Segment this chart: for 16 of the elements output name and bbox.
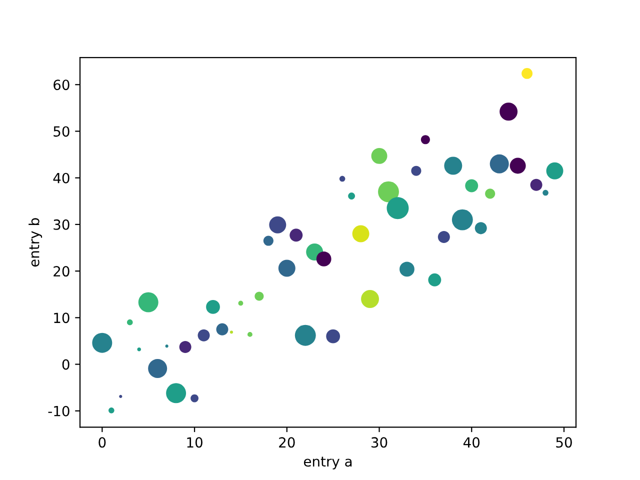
y-tick-label: 20 bbox=[54, 266, 70, 277]
x-tick-label: 40 bbox=[463, 437, 480, 448]
y-tick-label: 50 bbox=[54, 126, 70, 137]
x-tick-label: 20 bbox=[279, 437, 295, 448]
x-tick-label: 10 bbox=[187, 437, 202, 448]
x-tick-label: 0 bbox=[98, 437, 106, 448]
x-tick-label: 50 bbox=[556, 437, 572, 448]
y-tick-label: -10 bbox=[48, 406, 70, 416]
y-tick-label: 40 bbox=[53, 172, 70, 184]
x-axis-title: entry a bbox=[304, 456, 352, 470]
y-tick-label: 60 bbox=[54, 80, 70, 90]
y-tick-label: 30 bbox=[54, 219, 70, 230]
x-tick-label: 30 bbox=[371, 437, 388, 448]
y-tick-label: 10 bbox=[54, 312, 70, 324]
y-tick-label: 0 bbox=[62, 359, 70, 370]
y-axis-title: entry b bbox=[28, 218, 42, 267]
